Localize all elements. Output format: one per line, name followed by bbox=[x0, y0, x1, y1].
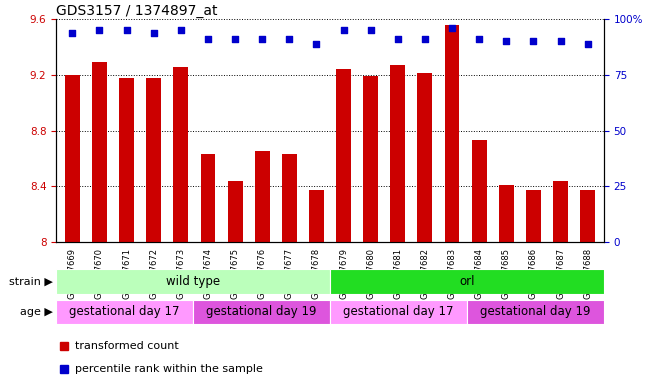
Text: wild type: wild type bbox=[166, 275, 220, 288]
Point bbox=[203, 36, 213, 42]
Bar bbox=[282, 154, 297, 242]
Bar bbox=[330, 300, 467, 324]
Bar bbox=[363, 76, 378, 242]
Point bbox=[121, 27, 132, 33]
Text: age ▶: age ▶ bbox=[20, 307, 53, 317]
Text: percentile rank within the sample: percentile rank within the sample bbox=[75, 364, 263, 374]
Bar bbox=[65, 75, 80, 242]
Text: gestational day 17: gestational day 17 bbox=[343, 306, 453, 318]
Bar bbox=[445, 25, 459, 242]
Point bbox=[67, 30, 78, 36]
Point bbox=[501, 38, 512, 45]
Bar bbox=[526, 190, 541, 242]
Point bbox=[582, 41, 593, 47]
Bar bbox=[147, 78, 161, 242]
Point bbox=[257, 36, 267, 42]
Bar bbox=[499, 185, 513, 242]
Text: gestational day 19: gestational day 19 bbox=[207, 306, 317, 318]
Bar bbox=[472, 140, 486, 242]
Bar bbox=[201, 154, 215, 242]
Bar bbox=[56, 269, 330, 294]
Text: gestational day 19: gestational day 19 bbox=[480, 306, 591, 318]
Point bbox=[148, 30, 159, 36]
Point bbox=[284, 36, 294, 42]
Text: strain ▶: strain ▶ bbox=[9, 276, 53, 286]
Point bbox=[94, 27, 105, 33]
Point bbox=[528, 38, 539, 45]
Text: orl: orl bbox=[459, 275, 475, 288]
Point bbox=[176, 27, 186, 33]
Point bbox=[366, 27, 376, 33]
Bar bbox=[580, 190, 595, 242]
Text: transformed count: transformed count bbox=[75, 341, 179, 351]
Bar bbox=[467, 300, 604, 324]
Point bbox=[230, 36, 240, 42]
Text: gestational day 17: gestational day 17 bbox=[69, 306, 180, 318]
Bar bbox=[193, 300, 330, 324]
Bar bbox=[330, 269, 604, 294]
Bar bbox=[174, 66, 188, 242]
Text: GDS3157 / 1374897_at: GDS3157 / 1374897_at bbox=[56, 4, 218, 18]
Point bbox=[393, 36, 403, 42]
Bar bbox=[119, 78, 134, 242]
Bar bbox=[336, 70, 351, 242]
Point bbox=[420, 36, 430, 42]
Point bbox=[474, 36, 484, 42]
Bar bbox=[228, 181, 242, 242]
Point bbox=[447, 25, 457, 31]
Bar bbox=[255, 151, 270, 242]
Point bbox=[339, 27, 349, 33]
Bar bbox=[309, 190, 324, 242]
Bar bbox=[56, 300, 193, 324]
Bar bbox=[418, 73, 432, 242]
Point bbox=[555, 38, 566, 45]
Point bbox=[311, 41, 321, 47]
Bar bbox=[553, 181, 568, 242]
Bar bbox=[92, 62, 107, 242]
Bar bbox=[390, 65, 405, 242]
